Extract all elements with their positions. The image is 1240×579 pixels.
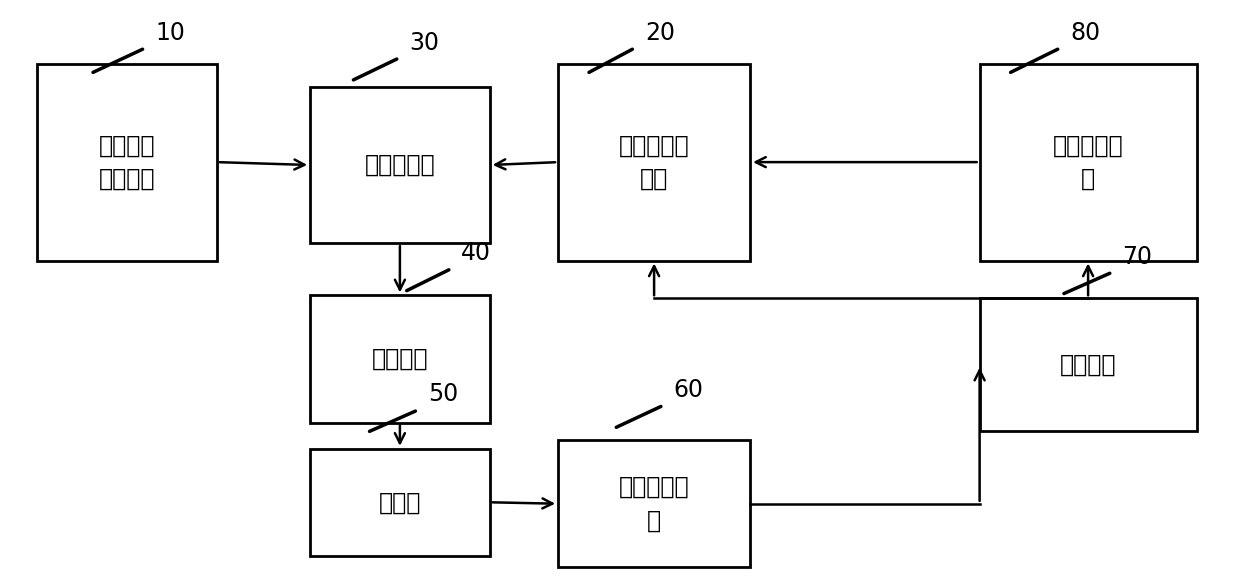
Text: 变压器: 变压器 — [378, 490, 422, 514]
Bar — [37, 64, 217, 261]
Text: 谐振电路: 谐振电路 — [372, 347, 428, 371]
Text: 调频控制器
电路: 调频控制器 电路 — [619, 133, 689, 191]
Text: 40: 40 — [461, 241, 491, 265]
Text: 方波发生器: 方波发生器 — [365, 153, 435, 177]
Text: 空载检测电
路: 空载检测电 路 — [1053, 133, 1123, 191]
Bar — [310, 295, 490, 423]
Text: 60: 60 — [673, 379, 703, 402]
Text: 50: 50 — [428, 383, 458, 406]
Text: 10: 10 — [155, 21, 185, 45]
Bar — [558, 440, 750, 567]
Text: 20: 20 — [645, 21, 675, 45]
Text: 30: 30 — [409, 31, 439, 55]
Bar — [310, 449, 490, 556]
Bar — [980, 298, 1197, 431]
Text: 整流滤波电
路: 整流滤波电 路 — [619, 475, 689, 533]
Text: 70: 70 — [1122, 245, 1152, 269]
Text: 80: 80 — [1070, 21, 1100, 45]
Bar — [558, 64, 750, 261]
Bar — [310, 87, 490, 243]
Text: 直流母线
输入电路: 直流母线 输入电路 — [99, 133, 155, 191]
Bar — [980, 64, 1197, 261]
Text: 反馈电路: 反馈电路 — [1060, 353, 1116, 377]
